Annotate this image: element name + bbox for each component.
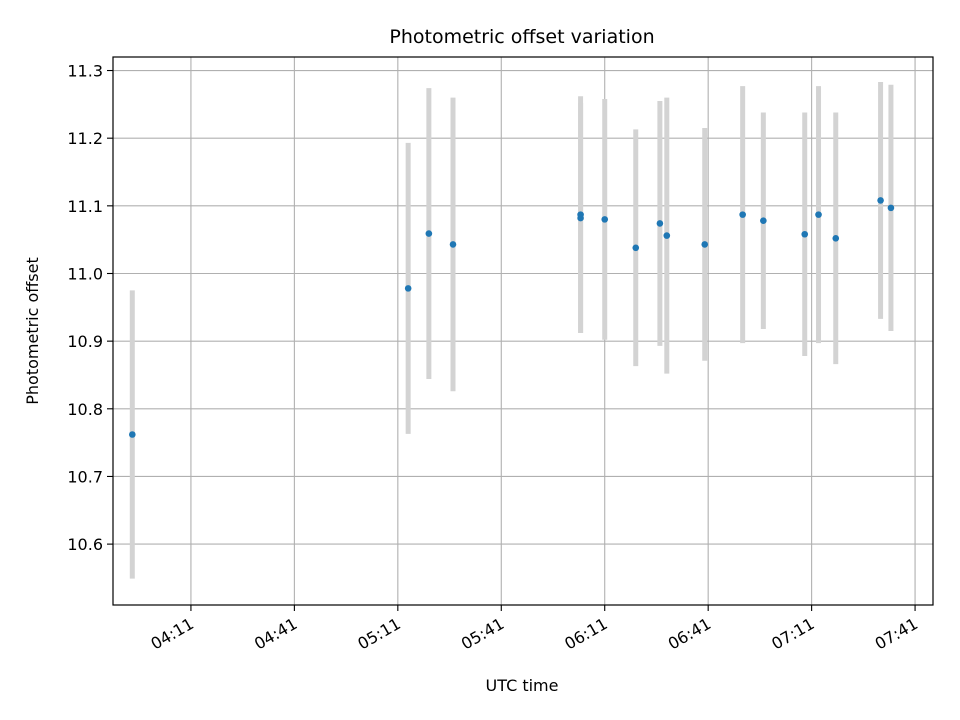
- data-point: [801, 230, 809, 238]
- y-axis-title: Photometric offset: [23, 257, 42, 405]
- x-axis: 04:11 04:41 05:11 05:41 06:11 06:41 07:11 07:41: [147, 605, 921, 654]
- data-point: [425, 230, 433, 237]
- y-tick-label: 11.3: [67, 62, 103, 81]
- data-point: [129, 431, 136, 438]
- y-tick-label: 11.0: [67, 264, 103, 283]
- grid: [113, 57, 933, 605]
- data-point: [877, 197, 884, 204]
- x-tick-label: 04:11: [147, 614, 196, 654]
- x-tick-label: 06:11: [561, 614, 610, 654]
- data-points: [129, 197, 895, 438]
- chart-title: Photometric offset variation: [389, 26, 654, 48]
- x-tick-label: 07:11: [768, 614, 817, 654]
- data-point: [739, 211, 746, 218]
- x-axis-title: UTC time: [486, 676, 559, 695]
- y-tick-label: 10.6: [67, 535, 103, 554]
- plot-frame: [112, 56, 934, 606]
- x-tick-label: 06:41: [665, 614, 714, 654]
- data-point: [577, 214, 584, 222]
- data-point: [701, 241, 709, 248]
- data-point: [815, 211, 822, 218]
- y-tick-label: 10.7: [67, 467, 103, 486]
- data-point: [632, 244, 640, 252]
- y-axis: 10.6 10.7 10.8 10.9 11.0 11.1 11.2 11.3: [67, 62, 113, 554]
- data-point: [601, 216, 609, 223]
- y-tick-label: 11.2: [67, 129, 103, 148]
- x-tick-label: 04:41: [251, 614, 300, 654]
- error-bars: [129, 82, 894, 579]
- data-point: [404, 285, 412, 292]
- data-point: [656, 220, 664, 227]
- data-point: [760, 217, 767, 225]
- data-point: [832, 235, 840, 242]
- x-tick-label: 05:41: [458, 614, 507, 654]
- x-tick-label: 07:41: [872, 614, 921, 654]
- y-tick-label: 10.8: [67, 400, 103, 419]
- data-point: [887, 204, 895, 212]
- x-tick-label: 05:11: [354, 614, 403, 654]
- data-point: [449, 241, 457, 248]
- y-tick-label: 10.9: [67, 332, 103, 351]
- y-tick-label: 11.1: [67, 197, 103, 216]
- data-point: [663, 232, 671, 239]
